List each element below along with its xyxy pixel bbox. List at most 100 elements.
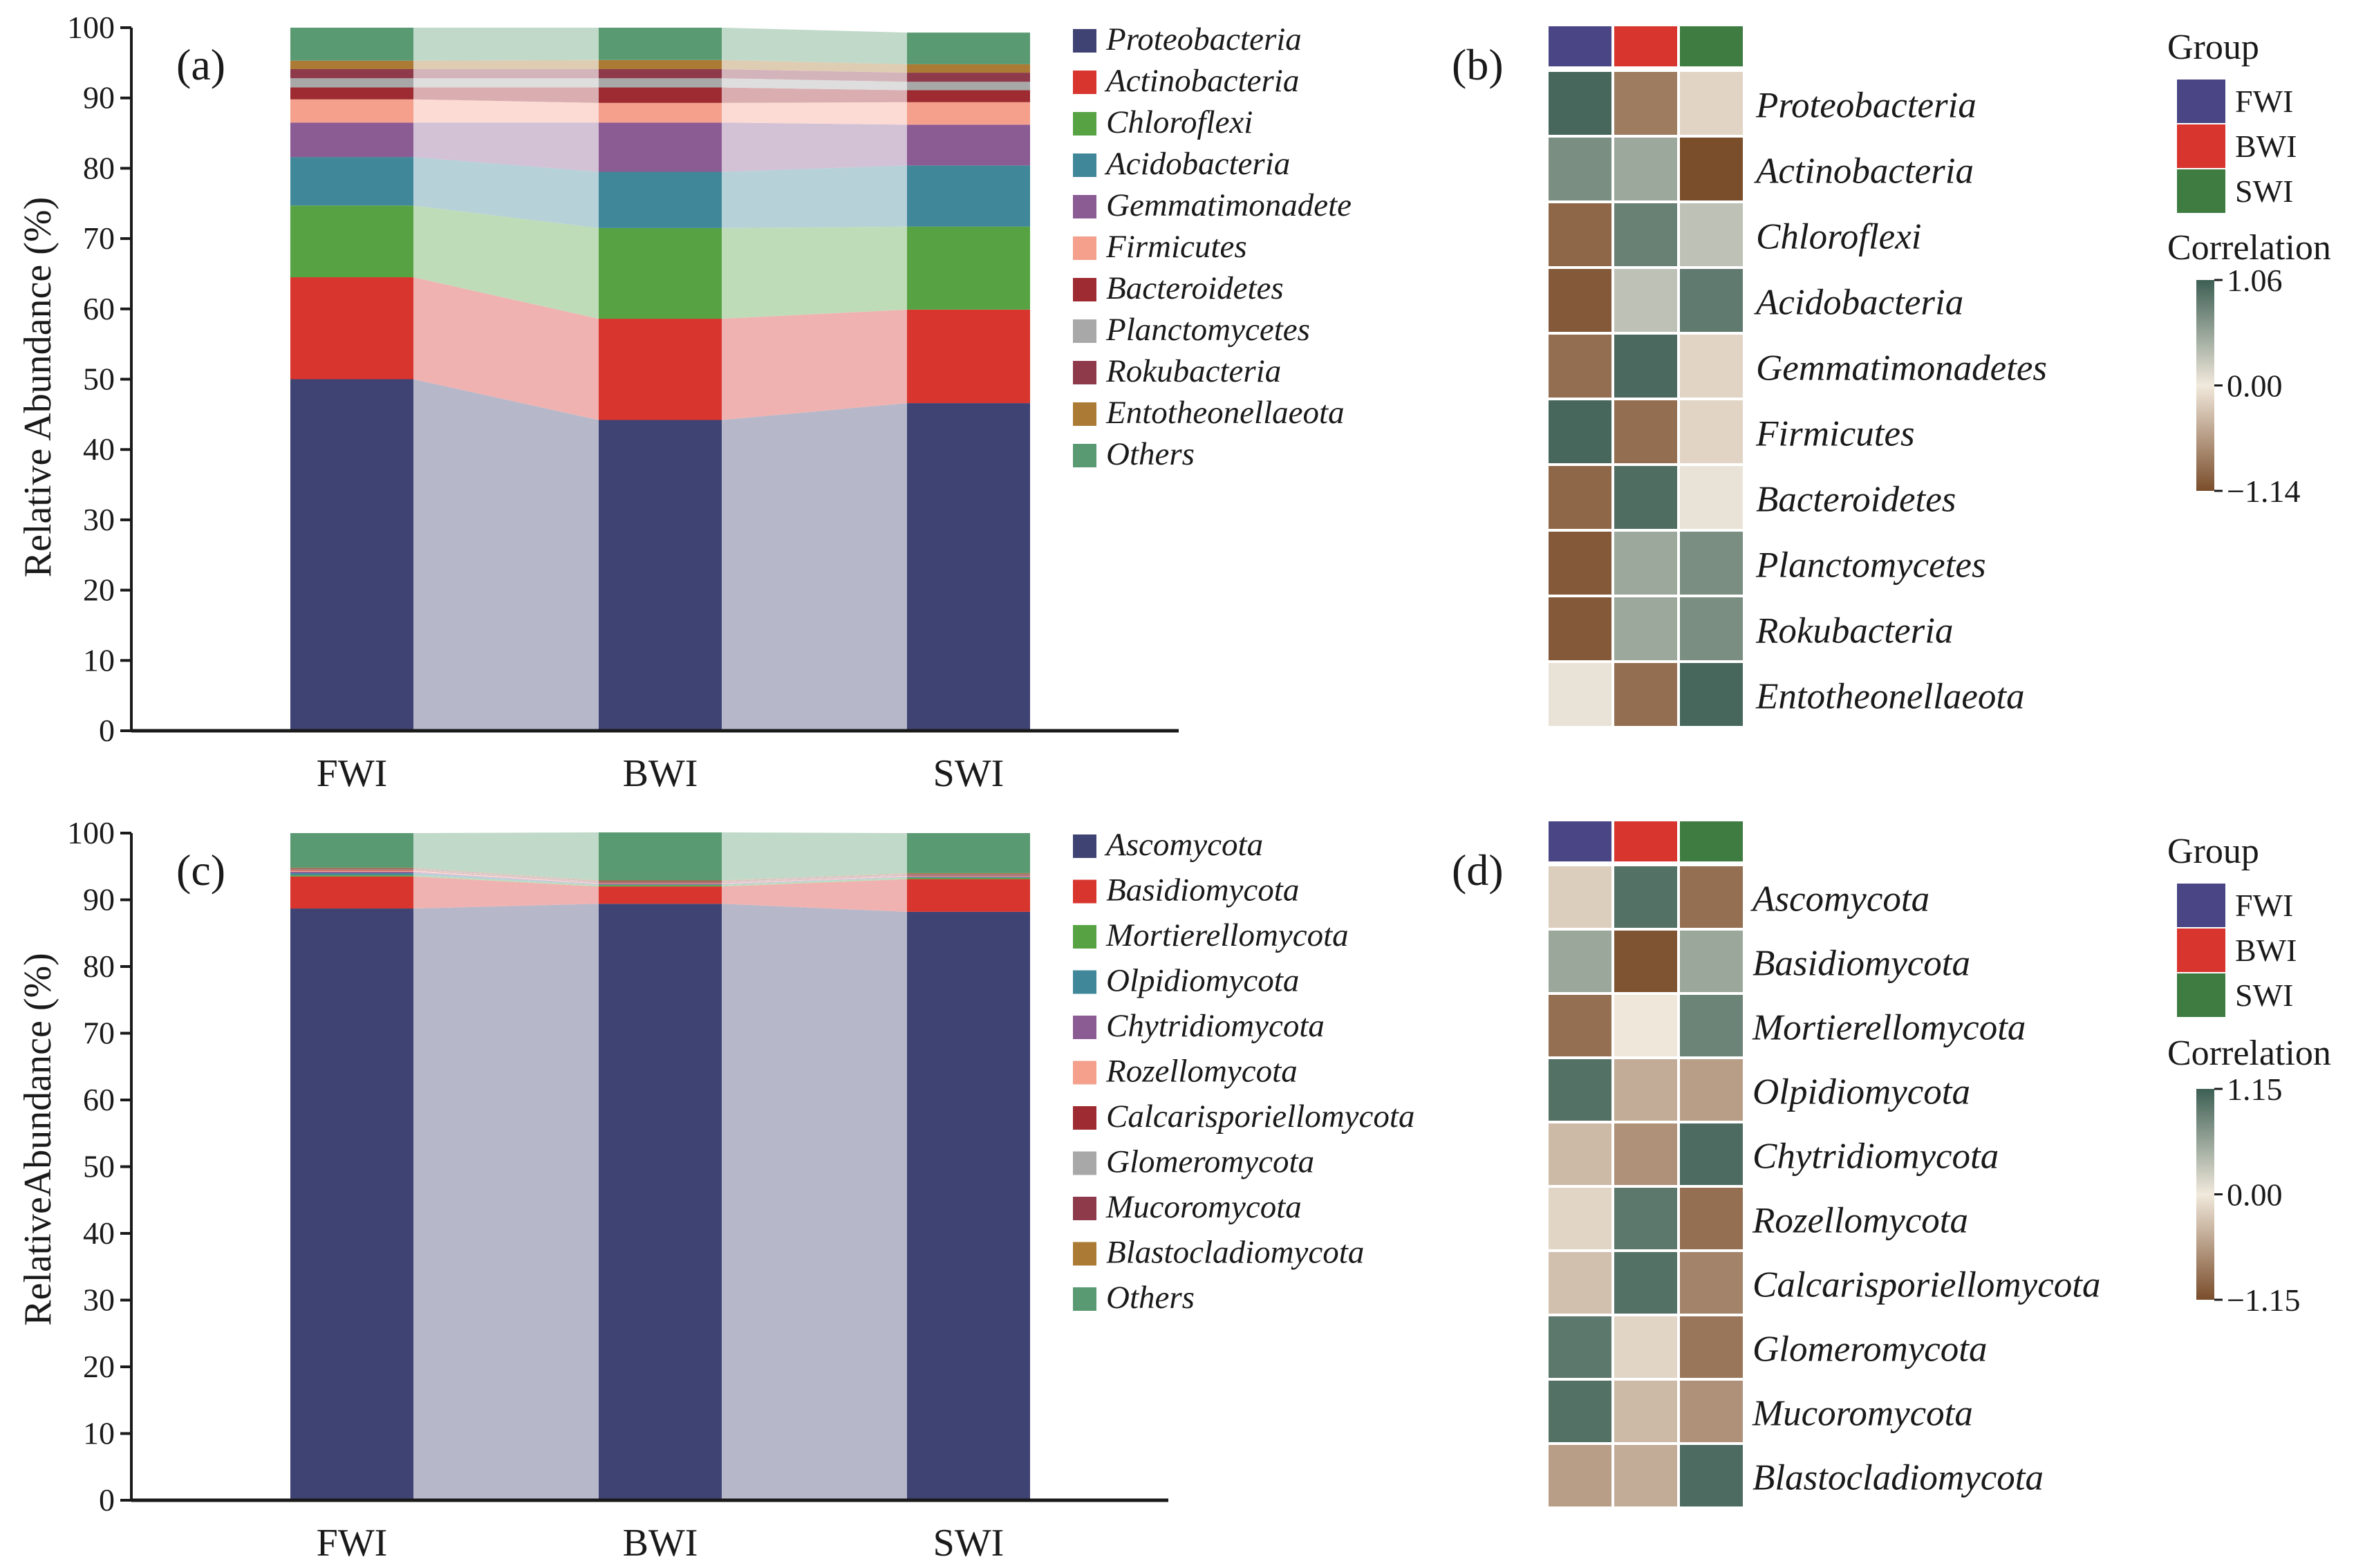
legend-label-calcarisporiellomycota: Calcarisporiellomycota [1106,1099,1414,1135]
group-annotation-fwi [1549,26,1611,66]
heatmap-cell-calcarisporiellomycota-fwi [1549,1252,1611,1314]
panel-b-heatmap: (b) Proteobacteria Actinobacteria Chlorofl… [1452,26,2331,726]
flow-others-bwi-to-swi [722,28,907,64]
bar-swi-others [907,32,1030,64]
legend-swatch-others [1073,444,1096,467]
x-tick-label-swi: SWI [933,752,1004,795]
heatmap-cell-actinobacteria-fwi [1549,138,1611,200]
flow-olpidiomycota-bwi-to-swi [722,877,907,886]
colorbar-tick-label: 0.00 [2227,368,2283,404]
legend-swatch-chytridiomycota [1073,1016,1096,1039]
row-label-chytridiomycota: Chytridiomycota [1753,1137,1999,1177]
y-tick-label: 100 [67,10,115,45]
bar-swi-others [907,833,1030,873]
legend-swatch-olpidiomycota [1073,970,1096,994]
flow-bacteroidetes-bwi-to-swi [722,87,907,103]
stacked-bars [290,28,1030,731]
x-tick-label-swi: SWI [933,1522,1004,1565]
y-tick-label: 40 [83,431,115,467]
group-legend-title: Group [2167,28,2259,67]
bar-fwi-mortierellomycota [290,875,413,877]
y-tick-label: 60 [83,291,115,326]
heatmap-cell-firmicutes-swi [1680,400,1743,463]
heatmap-cell-olpidiomycota-bwi [1614,1059,1677,1121]
row-label-blastocladiomycota: Blastocladiomycota [1753,1458,2044,1498]
flow-blastocladiomycota-fwi-to-bwi [413,868,599,881]
legend-label-acidobacteria: Acidobacteria [1104,146,1290,182]
flow-entotheonellaeota-bwi-to-swi [722,59,907,73]
group-annotation-bar [1549,821,1743,861]
row-label-rokubacteria: Rokubacteria [1755,611,1954,651]
bar-fwi-proteobacteria [290,379,413,731]
bar-swi-gemmatimonadete [907,124,1030,166]
bar-bwi-rokubacteria [599,69,722,79]
bar-swi-rozellomycota [907,875,1030,877]
legend-label-glomeromycota: Glomeromycota [1106,1144,1314,1180]
heatmap-cell-bacteroidetes-swi [1680,466,1743,529]
flow-gemmatimonadete-bwi-to-swi [722,122,907,172]
row-label-basidiomycota: Basidiomycota [1753,944,1970,984]
bar-swi-entotheonellaeota [907,64,1030,73]
panel-label-a: (a) [176,40,225,89]
flow-planctomycetes-fwi-to-bwi [413,78,599,88]
y-axis-label-c: RelativeAbundance (%) [17,953,59,1326]
bar-swi-rokubacteria [907,73,1030,82]
legend-label-mortierellomycota: Mortierellomycota [1105,917,1349,953]
y-tick-label: 20 [83,572,115,608]
heatmap-cell-blastocladiomycota-fwi [1549,1445,1611,1506]
flow-bacteroidetes-fwi-to-bwi [413,87,599,103]
y-tick-label: 80 [83,150,115,185]
legend-label-chloroflexi: Chloroflexi [1106,104,1253,140]
y-tick-label: 100 [67,815,115,850]
flow-chytridiomycota-fwi-to-bwi [413,871,599,885]
y-axis-label-a: Relative Abundance (%) [17,197,59,577]
bar-fwi-others [290,833,413,868]
panel-label-b: (b) [1452,40,1504,89]
bar-swi-blastocladiomycota [907,872,1030,874]
row-label-mortierellomycota: Mortierellomycota [1752,1008,2026,1048]
flow-calcarisporiellomycota-fwi-to-bwi [413,870,599,884]
axes: 0 10 20 30 40 50 60 70 80 90 100 FWI BWI SWI [67,815,1168,1565]
legend-swatch-rokubacteria [1073,361,1096,384]
colorbar-tick-label: −1.14 [2227,474,2300,509]
bar-fwi-actinobacteria [290,277,413,380]
flow-chytridiomycota-bwi-to-swi [722,876,907,885]
stacked-bars [290,832,1030,1500]
heatmap-cell-ascomycota-swi [1680,866,1743,928]
bar-swi-ascomycota [907,911,1030,1500]
heatmap-cell-proteobacteria-swi [1680,72,1743,135]
flow-rokubacteria-fwi-to-bwi [413,69,599,79]
bar-swi-proteobacteria [907,403,1030,731]
heatmap-cell-calcarisporiellomycota-bwi [1614,1252,1677,1314]
bar-bwi-glomeromycota [599,881,722,883]
group-legend-swatch-swi [2177,169,2225,213]
y-tick-label: 80 [83,949,115,984]
legend-label-ascomycota: Ascomycota [1104,827,1263,863]
bar-bwi-planctomycetes [599,78,722,88]
row-label-ascomycota: Ascomycota [1750,879,1929,920]
heatmap-cell-rozellomycota-swi [1680,1188,1743,1249]
group-annotation-bwi [1614,821,1677,861]
bar-swi-acidobacteria [907,165,1030,227]
axes: 0 10 20 30 40 50 60 70 80 90 100 FWI BWI SWI [67,10,1179,795]
bar-bwi-proteobacteria [599,420,722,731]
colorbar-title: Correlation [2167,228,2331,268]
bar-swi-planctomycetes [907,82,1030,91]
bar-swi-chloroflexi [907,226,1030,310]
bar-swi-mucoromycota [907,873,1030,875]
bar-fwi-entotheonellaeota [290,60,413,70]
colorbar [2196,1089,2214,1300]
heatmap-cell-planctomycetes-swi [1680,532,1743,595]
legend-swatch-rozellomycota [1073,1061,1096,1085]
bar-swi-firmicutes [907,102,1030,125]
heatmap-cell-glomeromycota-bwi [1614,1316,1677,1378]
group-legend-label-swi: SWI [2235,174,2293,209]
bar-fwi-ascomycota [290,908,413,1500]
y-tick-label: 10 [83,1416,115,1451]
legend-label-olpidiomycota: Olpidiomycota [1106,963,1299,999]
flow-firmicutes-bwi-to-swi [722,102,907,125]
heatmap-cell-gemmatimonadetes-swi [1680,335,1743,398]
colorbar-title: Correlation [2167,1034,2331,1073]
